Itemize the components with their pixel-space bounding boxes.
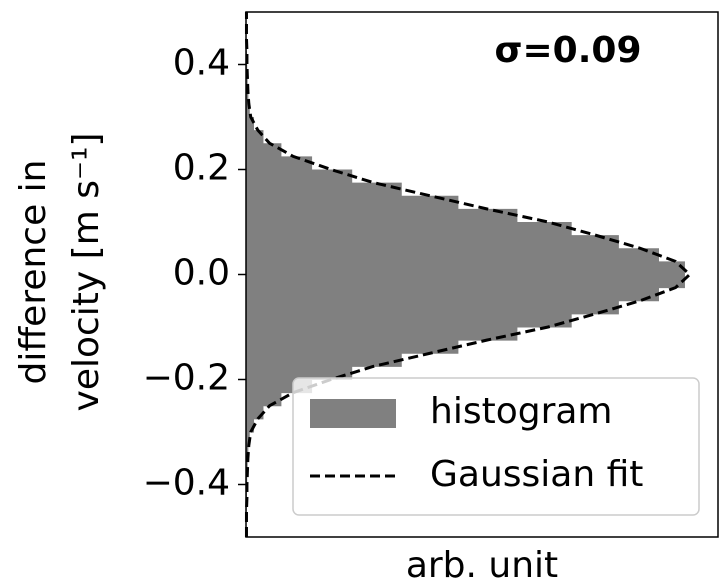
- y-axis-label: difference in: [13, 160, 54, 385]
- histogram-bar: [246, 445, 249, 459]
- histogram-bar: [246, 156, 313, 170]
- histogram-bar: [246, 235, 619, 249]
- y-axis-label: velocity [m s⁻¹]: [66, 133, 107, 412]
- histogram-bar: [246, 287, 659, 302]
- histogram-bar: [246, 90, 249, 105]
- histogram-bar: [246, 169, 353, 184]
- legend-label: Gaussian fit: [430, 454, 643, 495]
- histogram-bar: [246, 327, 518, 341]
- histogram-bar: [246, 366, 353, 380]
- histogram-bar: [246, 392, 282, 407]
- histogram-bar: [246, 432, 250, 446]
- histogram-bar: [246, 143, 282, 157]
- histogram-bar: [246, 248, 659, 262]
- histogram-bar: [246, 353, 402, 367]
- histogram-bar: [246, 222, 572, 236]
- histogram-bar: [246, 300, 619, 315]
- histogram-bar: [246, 261, 685, 275]
- legend-swatch: [310, 399, 396, 428]
- y-tick-label: −0.2: [143, 358, 230, 399]
- histogram-bar: [246, 274, 685, 289]
- y-tick-label: 0.4: [173, 43, 230, 84]
- histogram-bar: [246, 458, 248, 472]
- histogram-bar: [246, 117, 255, 131]
- histogram-bar: [246, 195, 459, 210]
- fit-line: [244, 12, 692, 537]
- histogram-bar: [246, 418, 255, 433]
- histogram-bar: [246, 313, 572, 328]
- y-tick-label: −0.4: [143, 463, 230, 504]
- annotation: σ=0.09: [494, 30, 641, 71]
- histogram-bar: [246, 182, 402, 197]
- legend-label: histogram: [430, 391, 613, 432]
- histogram-bar: [246, 103, 250, 118]
- y-tick-label: 0.0: [173, 253, 230, 294]
- histogram-bar: [246, 208, 518, 223]
- histogram-bar: [246, 340, 459, 354]
- y-tick-label: 0.2: [173, 148, 230, 189]
- x-axis-label: arb. unit: [406, 545, 558, 585]
